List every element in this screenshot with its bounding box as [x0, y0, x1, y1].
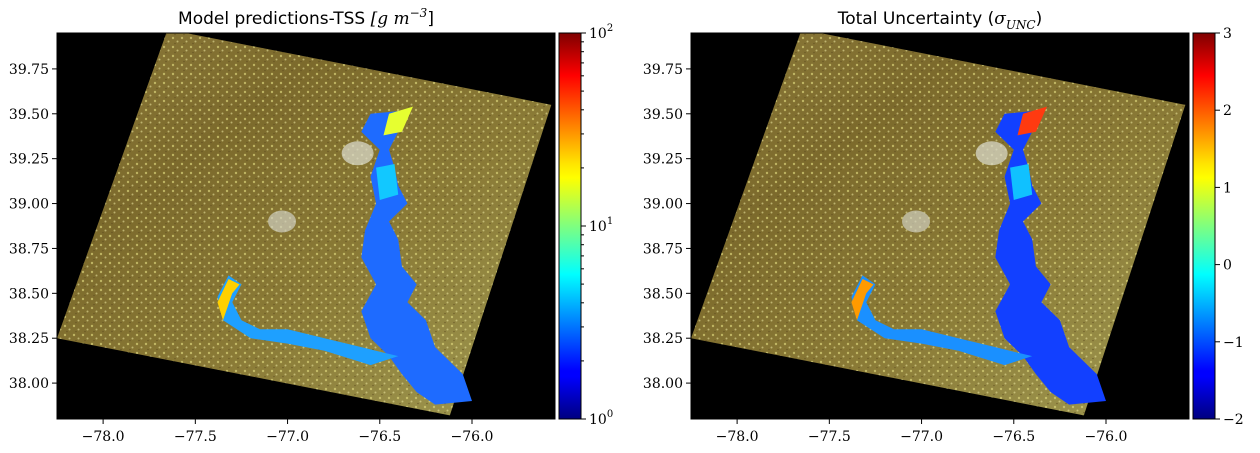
urban-area [902, 210, 931, 233]
x-tick-label: −77.5 [808, 429, 851, 445]
water-river-head [851, 278, 874, 321]
y-tick-label: 38.50 [9, 286, 49, 302]
colorbar-tick-label: 3 [1223, 26, 1232, 42]
land-texture [57, 33, 552, 416]
chart-title: Total Uncertainty (σUNC) [837, 9, 1043, 32]
colorbar-tick-label: −1 [1223, 335, 1244, 351]
water-mid-bay [1010, 164, 1033, 200]
x-tick-label: −76.0 [451, 429, 494, 445]
colorbar-tick-label: −2 [1223, 412, 1244, 428]
x-tick-label: −76.5 [358, 429, 401, 445]
y-tick-label: 39.00 [643, 197, 683, 213]
colorbar-tick-label: 100 [589, 409, 613, 428]
x-tick-label: −76.0 [1085, 429, 1128, 445]
y-tick-label: 39.50 [643, 107, 683, 123]
axes-frame [56, 32, 556, 420]
colorbar [558, 32, 582, 420]
y-tick-label: 39.75 [9, 62, 49, 78]
y-tick-label: 38.25 [9, 331, 49, 347]
y-tick-label: 39.25 [9, 152, 49, 168]
x-tick-label: −78.0 [82, 429, 125, 445]
colorbar-tick-label: 0 [1223, 258, 1232, 274]
urban-area [341, 141, 374, 166]
axes-frame [690, 32, 1190, 420]
water-mid-bay [376, 164, 399, 200]
x-tick-label: −77.0 [900, 429, 943, 445]
y-tick-label: 38.75 [9, 241, 49, 257]
y-tick-label: 38.00 [643, 376, 683, 392]
colorbar [1192, 32, 1216, 420]
y-tick-label: 38.00 [9, 376, 49, 392]
y-tick-label: 38.25 [643, 331, 683, 347]
urban-area [268, 210, 297, 233]
x-tick-label: −77.5 [174, 429, 217, 445]
urban-area [975, 141, 1008, 166]
x-tick-label: −78.0 [716, 429, 759, 445]
water-upper-bay [1017, 106, 1047, 136]
y-tick-label: 39.00 [9, 197, 49, 213]
y-tick-label: 38.50 [643, 286, 683, 302]
panel-1: Model predictions-TSS [g m−3] −78.0 −77.5 −… [9, 6, 613, 445]
colorbar-tick-label: 1 [1223, 180, 1232, 196]
satellite-image [691, 33, 1186, 416]
chart-title: Model predictions-TSS [g m−3] [178, 6, 434, 29]
colorbar-tick-label: 101 [589, 216, 613, 235]
y-tick-label: 38.75 [643, 241, 683, 257]
x-tick-label: −77.0 [266, 429, 309, 445]
water-river-head [217, 278, 240, 321]
land-texture [691, 33, 1186, 416]
y-tick-label: 39.50 [9, 107, 49, 123]
colorbar-tick-label: 102 [589, 23, 613, 42]
satellite-image [57, 33, 552, 416]
colorbar-tick-label: 2 [1223, 103, 1232, 119]
panel-2: Total Uncertainty (σUNC) −78.0 −77.5 −77.0 −… [643, 9, 1244, 445]
y-tick-label: 39.75 [643, 62, 683, 78]
water-upper-bay [383, 106, 413, 136]
x-tick-label: −76.5 [992, 429, 1035, 445]
y-tick-label: 39.25 [643, 152, 683, 168]
